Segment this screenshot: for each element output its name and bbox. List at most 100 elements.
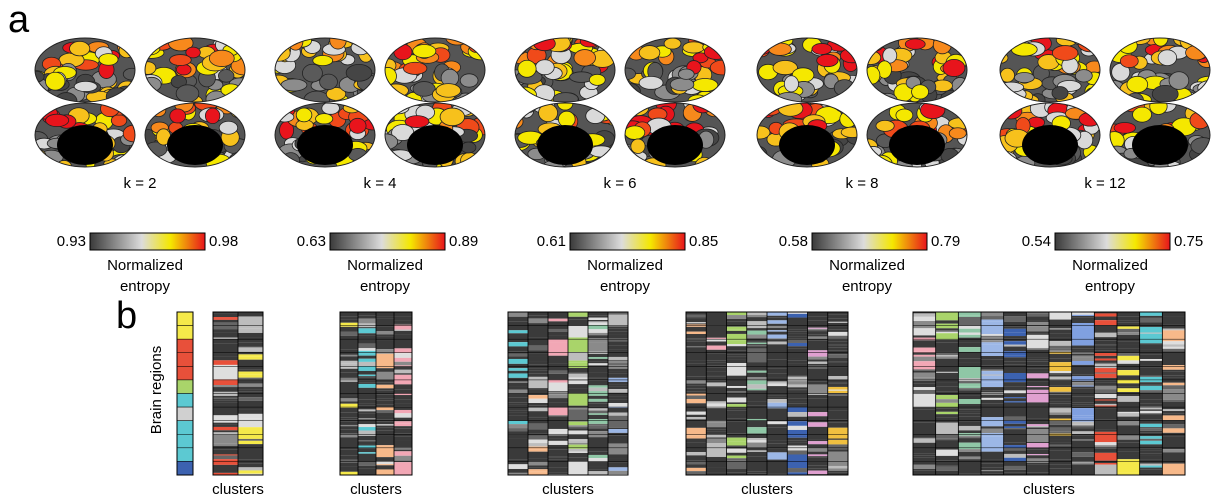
matrix-cell xyxy=(1140,399,1163,403)
matrix-cell xyxy=(358,394,376,399)
matrix-cell xyxy=(213,323,238,329)
colorbar-max: 0.89 xyxy=(449,233,478,250)
matrix-cell xyxy=(958,359,981,363)
matrix-cell xyxy=(358,384,376,388)
matrix-cell xyxy=(528,469,548,471)
matrix-cell xyxy=(376,445,394,457)
matrix-cell xyxy=(1094,317,1117,321)
matrix-cell xyxy=(1072,424,1095,425)
matrix-cell xyxy=(1049,385,1072,387)
matrix-cell xyxy=(686,395,706,399)
matrix-cell xyxy=(568,326,588,338)
matrix-cell xyxy=(913,328,936,335)
matrix-cell xyxy=(238,448,263,459)
map-title: k = 6 xyxy=(604,175,637,192)
colorbar-label: entropy xyxy=(1085,278,1136,295)
matrix-cell xyxy=(1026,390,1049,403)
matrix-cell xyxy=(828,358,848,361)
matrix-cell xyxy=(568,461,588,474)
matrix-cell xyxy=(340,422,358,425)
matrix-cell xyxy=(376,312,394,317)
matrix-cell xyxy=(936,391,959,395)
matrix-cell xyxy=(913,390,936,393)
matrix-cell xyxy=(787,403,807,407)
matrix-cell xyxy=(528,399,548,403)
matrix-cell xyxy=(808,353,828,357)
matrix-cell xyxy=(828,390,848,391)
matrix-cell xyxy=(358,436,376,440)
matrix-cell xyxy=(828,439,848,440)
matrix-cell xyxy=(958,338,981,343)
matrix-cell xyxy=(508,402,528,404)
matrix-cell xyxy=(958,438,981,439)
matrix-cell xyxy=(1049,434,1072,436)
matrix-cell xyxy=(568,384,588,389)
matrix-cell xyxy=(1026,387,1049,390)
matrix-cell xyxy=(727,446,747,447)
matrix-cell xyxy=(1004,417,1027,421)
matrix-cell xyxy=(376,372,394,380)
matrix-cell xyxy=(213,385,238,387)
brain-parcel xyxy=(625,34,641,49)
matrix-cell xyxy=(1049,331,1072,334)
matrix-cell xyxy=(706,430,726,432)
matrix-cell xyxy=(828,342,848,345)
matrix-cell xyxy=(808,466,828,469)
matrix-cell xyxy=(747,445,767,448)
matrix-cell xyxy=(727,322,747,327)
matrix-cell xyxy=(588,365,608,368)
matrix-cell xyxy=(548,435,568,438)
matrix-cell xyxy=(767,440,787,444)
matrix-cell xyxy=(528,436,548,440)
brain-parcel xyxy=(521,98,537,112)
matrix-cell xyxy=(1140,334,1163,344)
matrix-cell xyxy=(1004,398,1027,401)
medial-wall xyxy=(537,125,593,165)
matrix-cell xyxy=(1162,464,1185,475)
matrix-cell xyxy=(1049,354,1072,358)
matrix-cell xyxy=(376,426,394,428)
medial-wall xyxy=(407,125,463,165)
matrix-cell xyxy=(1049,373,1072,375)
matrix-cell xyxy=(1072,422,1095,425)
matrix-cell xyxy=(828,387,848,390)
region-band xyxy=(177,394,193,408)
matrix-cell xyxy=(727,433,747,437)
matrix-cell xyxy=(808,439,828,441)
matrix-cell xyxy=(1049,375,1072,377)
matrix-cell xyxy=(686,435,706,438)
matrix-cell xyxy=(358,469,376,475)
brain-parcel xyxy=(316,114,333,124)
matrix-cell xyxy=(686,323,706,324)
matrix-cell xyxy=(1117,388,1140,389)
brain-parcel xyxy=(992,53,1008,64)
matrix-cell xyxy=(767,390,787,394)
matrix-cell xyxy=(358,444,376,446)
brain-parcel xyxy=(574,50,596,66)
matrix-cell xyxy=(1140,382,1163,384)
matrix-cell xyxy=(340,377,358,378)
matrix-cell xyxy=(727,453,747,456)
matrix-cell xyxy=(213,459,238,465)
matrix-cell xyxy=(508,416,528,421)
matrix-cell xyxy=(1004,403,1027,417)
matrix-cell xyxy=(568,381,588,384)
matrix-cell xyxy=(727,461,747,469)
colorbar-max: 0.79 xyxy=(931,233,960,250)
matrix-cell xyxy=(568,427,588,428)
matrix-cell xyxy=(588,415,608,419)
matrix-cell xyxy=(787,468,807,472)
matrix-cell xyxy=(1004,397,1027,398)
matrix-cell xyxy=(213,399,238,400)
matrix-cell xyxy=(747,321,767,325)
matrix-cell xyxy=(340,425,358,426)
matrix-cell xyxy=(1026,402,1049,407)
matrix-cell xyxy=(608,345,628,349)
matrix-cell xyxy=(1117,412,1140,413)
matrix-cell xyxy=(340,408,358,413)
matrix-cell xyxy=(747,427,767,429)
matrix-cell xyxy=(686,384,706,386)
matrix-cell xyxy=(340,459,358,462)
matrix-cell xyxy=(1026,442,1049,443)
matrix-cell xyxy=(808,364,828,366)
